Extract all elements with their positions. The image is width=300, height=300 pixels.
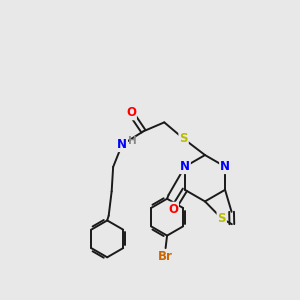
Text: Br: Br bbox=[158, 250, 173, 263]
Text: N: N bbox=[117, 138, 127, 151]
Text: H: H bbox=[128, 136, 137, 146]
Text: S: S bbox=[218, 212, 226, 225]
Text: S: S bbox=[179, 132, 188, 145]
Text: O: O bbox=[126, 106, 136, 119]
Text: N: N bbox=[220, 160, 230, 173]
Text: N: N bbox=[180, 160, 190, 173]
Text: O: O bbox=[168, 202, 178, 216]
